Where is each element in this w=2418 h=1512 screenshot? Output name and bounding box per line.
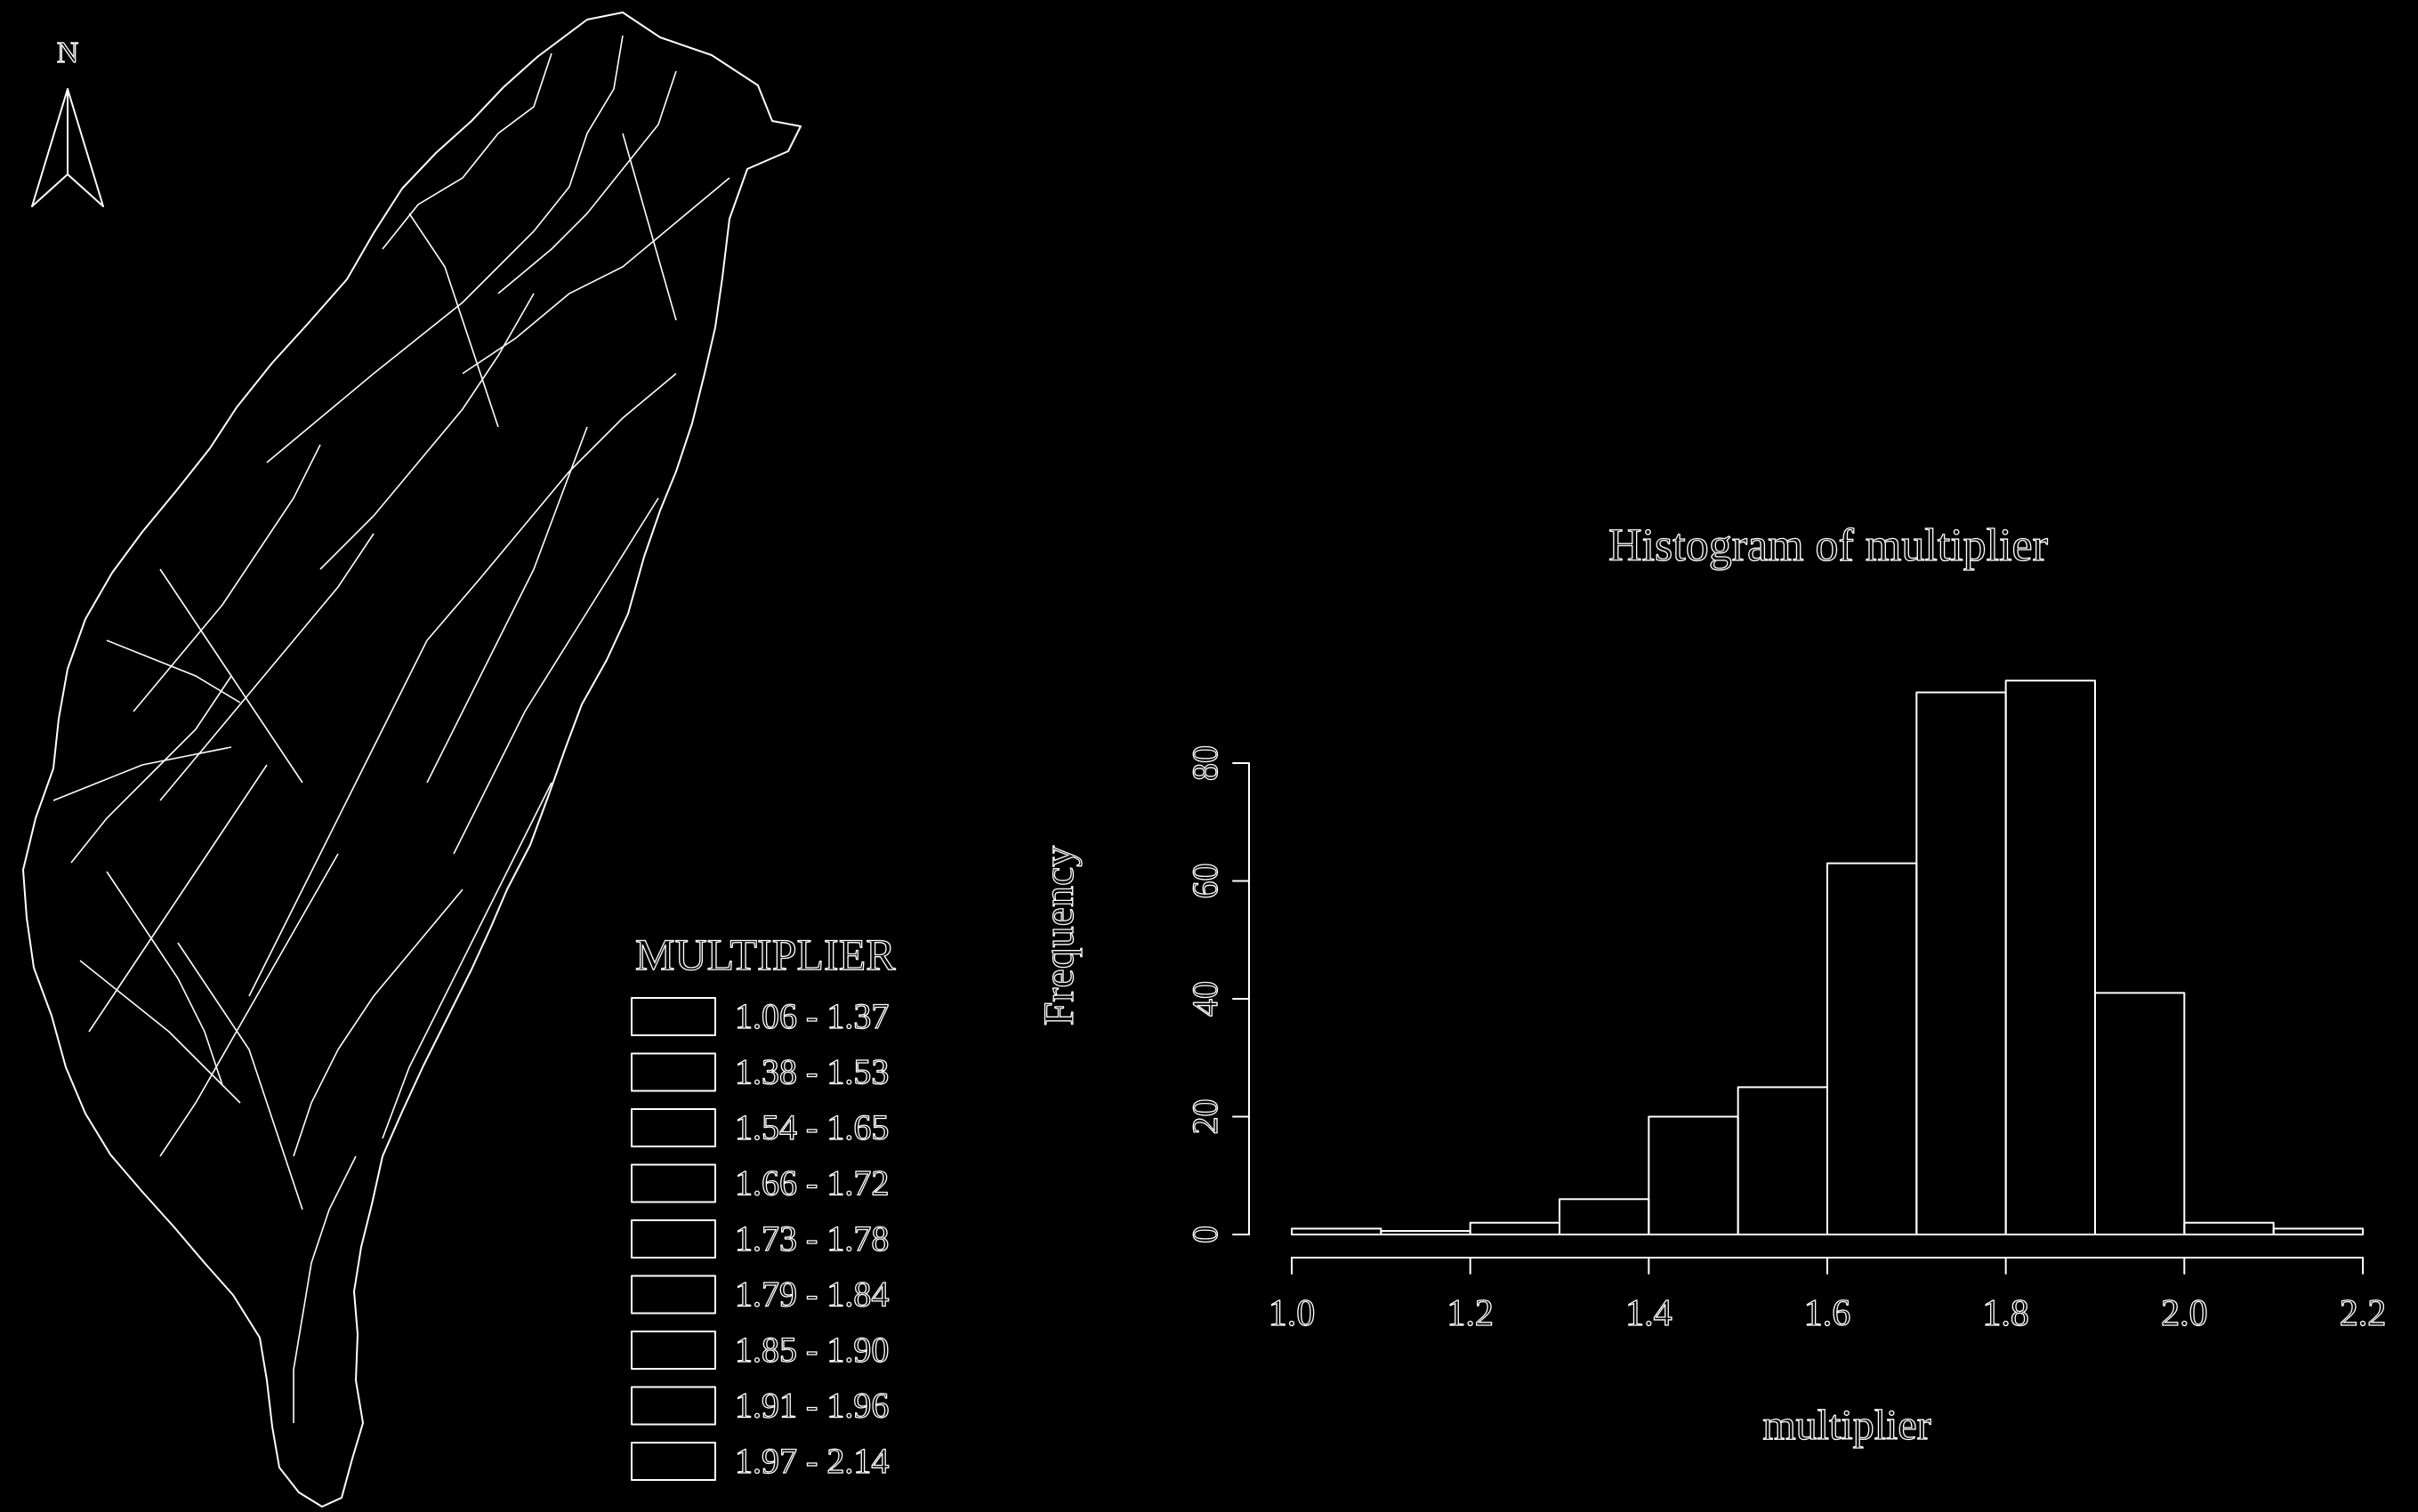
histogram-bar [1737, 1086, 1828, 1235]
legend-swatch [631, 1331, 716, 1370]
legend-class-label: 1.38 - 1.53 [735, 1052, 889, 1092]
legend-class-label: 1.06 - 1.37 [735, 996, 889, 1036]
y-tick-label: 20 [1185, 1099, 1225, 1135]
histogram-bar [2004, 680, 2097, 1235]
legend-class-label: 1.66 - 1.72 [735, 1163, 889, 1203]
legend-class-label: 1.54 - 1.65 [735, 1107, 889, 1147]
legend-swatch [631, 1108, 716, 1147]
y-axis: 0 20 40 60 80 [1184, 744, 1250, 1244]
x-tick-label: 1.4 [1625, 1293, 1672, 1334]
legend-class-label: 1.91 - 1.96 [735, 1386, 889, 1426]
legend-class-label: 1.73 - 1.78 [735, 1218, 889, 1259]
x-tick-label: 1.8 [1982, 1293, 2029, 1334]
y-tick-label: 60 [1185, 864, 1225, 899]
histogram-panel: Histogram of multiplier Frequency multip… [1035, 519, 2387, 1449]
x-tick-label: 2.2 [2340, 1293, 2387, 1334]
y-axis-label: Frequency [1036, 846, 1083, 1026]
legend-swatch [631, 1052, 716, 1092]
x-axis-label: multiplier [1762, 1402, 1930, 1449]
district-boundaries [52, 35, 730, 1423]
legend-swatch [631, 997, 716, 1036]
map-panel: N [22, 12, 897, 1508]
legend-swatch [631, 1442, 716, 1481]
chart-title: Histogram of multiplier [1608, 520, 2048, 571]
histogram-bar [2272, 1227, 2365, 1235]
histogram-bar [1469, 1221, 1560, 1235]
north-arrow-icon [31, 88, 104, 207]
legend-swatch [631, 1386, 716, 1426]
north-label: N [57, 36, 79, 69]
x-tick-label: 2.0 [2161, 1293, 2208, 1334]
histogram-bar [1559, 1198, 1650, 1235]
histogram-bar [1915, 691, 2007, 1235]
legend-class-label: 1.85 - 1.90 [735, 1330, 889, 1370]
legend-swatch [631, 1219, 716, 1259]
legend-title: MULTIPLIER [635, 929, 896, 979]
legend-swatch [631, 1275, 716, 1315]
x-axis: 1.0 1.2 1.4 1.6 1.8 2.0 2.2 [1268, 1257, 2387, 1335]
histogram-bar [1826, 862, 1918, 1235]
histogram-bar [2094, 992, 2186, 1235]
x-tick-label: 1.2 [1447, 1293, 1494, 1334]
legend-swatch [631, 1163, 716, 1203]
legend-class-label: 1.97 - 2.14 [735, 1441, 889, 1481]
x-tick-label: 1.0 [1269, 1293, 1316, 1334]
x-tick-label: 1.6 [1804, 1293, 1851, 1334]
histogram-bar [1380, 1230, 1471, 1235]
legend-class-label: 1.79 - 1.84 [735, 1275, 889, 1315]
island-outline [22, 12, 802, 1508]
histogram-bar [1648, 1115, 1739, 1235]
y-tick-label: 0 [1185, 1226, 1225, 1243]
y-tick-label: 80 [1185, 745, 1225, 781]
histogram-bar [1291, 1227, 1382, 1235]
y-tick-label: 40 [1185, 981, 1225, 1017]
histogram-bar [2183, 1221, 2275, 1235]
map-legend: MULTIPLIER 1.06 - 1.37 1.38 - 1.53 1.54 - … [631, 929, 897, 1482]
